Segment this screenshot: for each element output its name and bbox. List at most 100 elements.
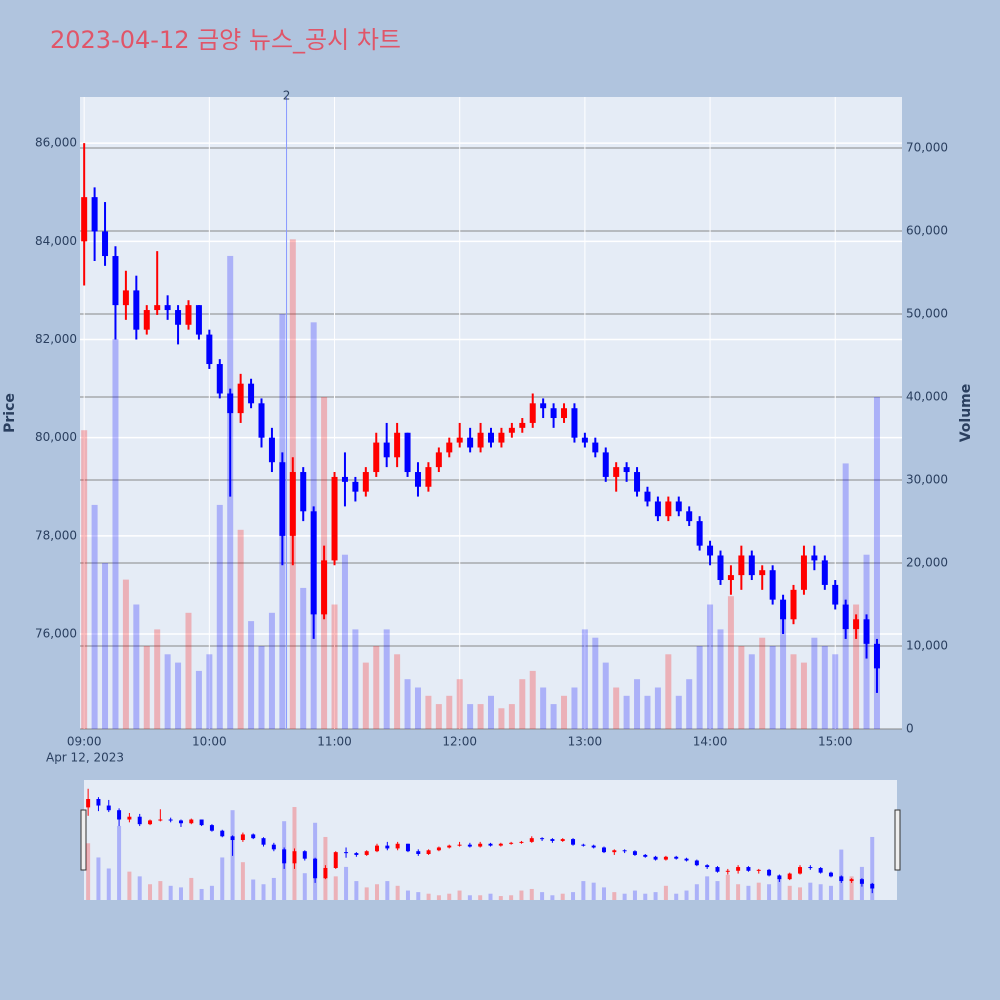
candle-body bbox=[404, 432, 411, 473]
candle-body bbox=[746, 867, 751, 871]
slider-handle[interactable] bbox=[80, 809, 87, 871]
candle-body bbox=[736, 867, 741, 871]
range-slider[interactable] bbox=[84, 780, 897, 900]
candle-body bbox=[416, 851, 421, 855]
volume-bar bbox=[613, 687, 620, 729]
volume-bar bbox=[748, 654, 755, 729]
volume-bar bbox=[240, 862, 245, 900]
volume-bar bbox=[767, 884, 772, 900]
candle-body bbox=[849, 879, 854, 882]
volume-bar bbox=[91, 504, 98, 729]
x-tick-label: 11:00 bbox=[317, 735, 352, 749]
candle-body bbox=[106, 805, 111, 811]
volume-bar bbox=[707, 604, 714, 729]
volume-bar bbox=[331, 604, 338, 729]
candle-body bbox=[302, 851, 307, 859]
candle-body bbox=[540, 403, 547, 409]
candle-body bbox=[467, 844, 472, 847]
candle-body bbox=[769, 570, 776, 600]
volume-bar bbox=[178, 887, 183, 900]
volume-bar bbox=[498, 896, 503, 900]
candle-body bbox=[333, 852, 338, 868]
volume-bar bbox=[612, 892, 617, 900]
candle-body bbox=[292, 851, 297, 864]
candle-body bbox=[717, 555, 724, 581]
volume-bar bbox=[684, 890, 689, 900]
volume-bar bbox=[591, 882, 596, 900]
candle-body bbox=[289, 472, 296, 536]
volume-bar bbox=[209, 885, 214, 900]
candle-body bbox=[663, 856, 668, 860]
candle-body bbox=[790, 589, 797, 620]
candle-body bbox=[102, 231, 109, 257]
candle-body bbox=[686, 511, 693, 522]
volume-bar bbox=[727, 596, 734, 729]
volume-bar bbox=[199, 888, 204, 900]
volume-bar bbox=[426, 893, 431, 900]
volume-bar bbox=[780, 612, 787, 729]
volume-bar bbox=[133, 604, 140, 729]
volume-bar bbox=[258, 646, 265, 729]
candle-body bbox=[643, 854, 648, 857]
volume-bar bbox=[341, 554, 348, 729]
y2-axis-title: Volume bbox=[958, 384, 974, 443]
volume-bar bbox=[302, 873, 307, 900]
candle-body bbox=[694, 860, 699, 866]
candle-body bbox=[748, 555, 755, 576]
volume-bar bbox=[96, 857, 101, 900]
candle-body bbox=[209, 825, 214, 831]
candle-body bbox=[581, 844, 586, 846]
volume-bar bbox=[550, 704, 557, 729]
candle-body bbox=[622, 850, 627, 852]
candle-body bbox=[821, 560, 828, 585]
candle-body bbox=[859, 879, 864, 884]
candle-body bbox=[665, 501, 672, 517]
volume-bar bbox=[498, 708, 505, 729]
x-tick-label: 10:00 bbox=[192, 735, 227, 749]
volume-bar bbox=[352, 629, 359, 729]
candle-body bbox=[383, 442, 390, 458]
candle-body bbox=[251, 834, 256, 839]
volume-bar bbox=[509, 895, 514, 900]
candle-body bbox=[168, 819, 173, 821]
volume-bar bbox=[601, 887, 606, 900]
slider-handle[interactable] bbox=[894, 809, 901, 871]
candle-body bbox=[715, 867, 720, 872]
volume-bar bbox=[117, 825, 122, 900]
volume-bar bbox=[853, 604, 860, 729]
x-tick-label: 13:00 bbox=[568, 735, 603, 749]
candle-body bbox=[195, 305, 202, 335]
candle-body bbox=[653, 856, 658, 860]
volume-bar bbox=[821, 646, 828, 729]
candle-body bbox=[206, 334, 213, 365]
x-tick-label: 15:00 bbox=[818, 735, 853, 749]
candle-body bbox=[853, 619, 860, 630]
candle-body bbox=[759, 570, 766, 576]
volume-bar bbox=[540, 687, 547, 729]
candle-body bbox=[478, 843, 483, 847]
volume-bar bbox=[519, 679, 526, 729]
volume-bar bbox=[643, 893, 648, 900]
volume-bar bbox=[849, 876, 854, 900]
volume-bar bbox=[665, 654, 672, 729]
candle-body bbox=[164, 305, 171, 311]
candle-body bbox=[529, 838, 534, 842]
candle-body bbox=[550, 839, 555, 841]
volume-bar bbox=[790, 654, 797, 729]
volume-bar bbox=[148, 884, 153, 900]
candle-body bbox=[675, 501, 682, 512]
candle-body bbox=[447, 845, 452, 848]
volume-bar bbox=[271, 877, 276, 900]
volume-bar bbox=[102, 563, 109, 729]
volume-bar bbox=[404, 679, 411, 729]
candle-body bbox=[623, 467, 630, 473]
candle-body bbox=[550, 408, 557, 419]
volume-bar bbox=[828, 885, 833, 900]
candle-body bbox=[375, 845, 380, 852]
candle-body bbox=[385, 845, 390, 849]
candle-body bbox=[457, 844, 462, 846]
volume-bar bbox=[571, 892, 576, 900]
candle-body bbox=[261, 838, 266, 845]
candle-body bbox=[787, 873, 792, 880]
